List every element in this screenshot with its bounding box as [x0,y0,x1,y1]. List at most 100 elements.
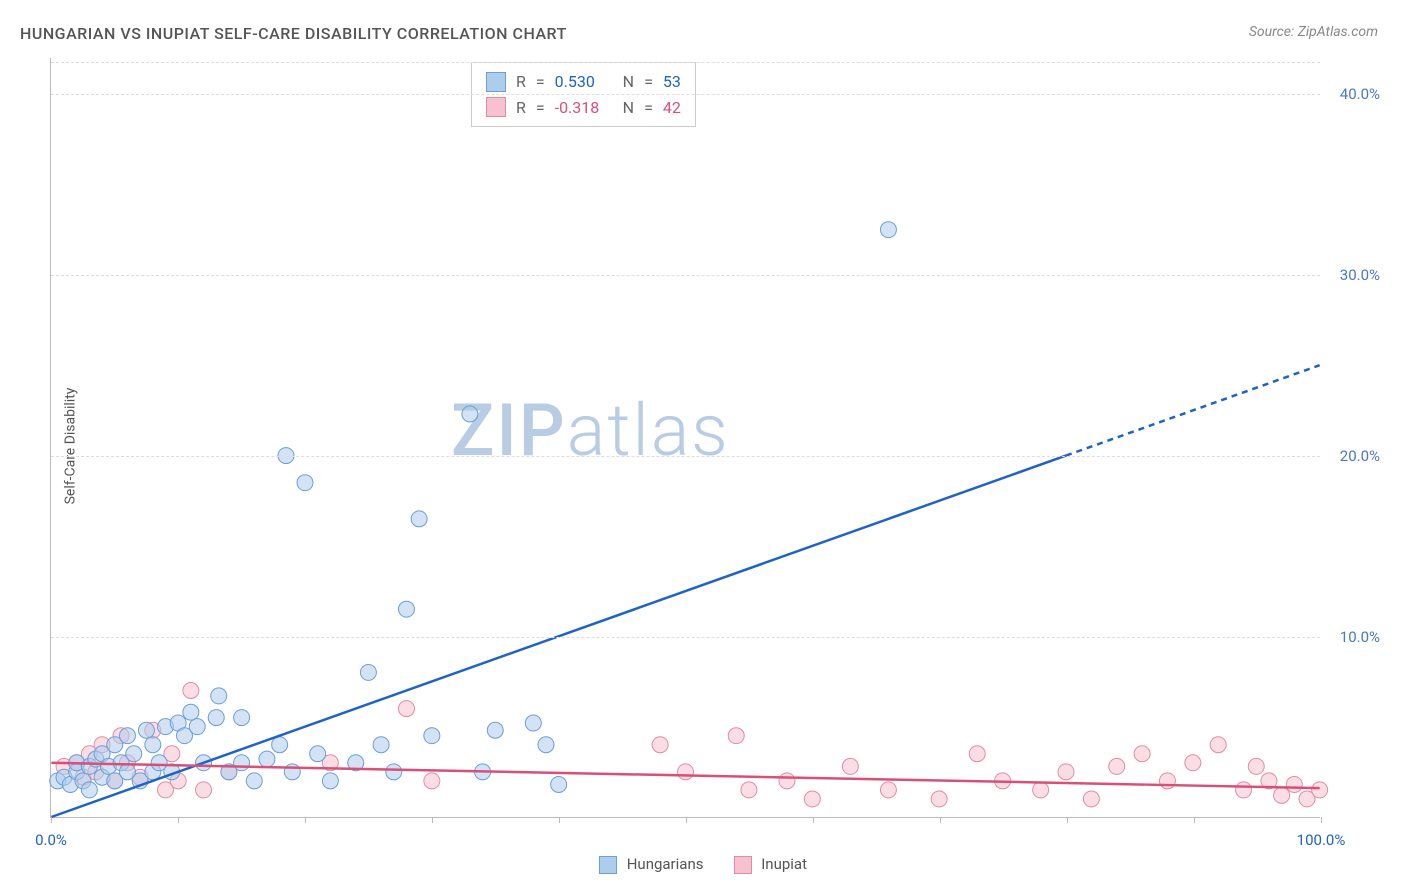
scatter-point [1185,755,1201,771]
y-tick-label: 10.0% [1340,628,1380,646]
scatter-point [538,737,554,753]
stats-n-value-1: 53 [663,69,681,95]
bottom-legend: Hungarians Inupiat [599,855,807,874]
scatter-point [208,710,224,726]
gridline [51,456,1320,457]
gridline [51,62,1320,63]
stats-eq-2a: = [536,95,545,121]
scatter-point [1109,758,1125,774]
scatter-point [842,758,858,774]
scatter-point [138,722,154,738]
scatter-point [373,737,389,753]
scatter-point [1134,746,1150,762]
scatter-point [386,764,402,780]
scatter-point [779,773,795,789]
stats-n-label-1: N [623,69,634,95]
scatter-point [652,737,668,753]
gridline [51,637,1320,638]
scatter-point [196,782,212,798]
stats-r-value-1: 0.530 [555,69,613,95]
stats-n-value-2: 42 [663,95,681,121]
y-tick-label: 30.0% [1340,266,1380,284]
y-tick-label: 20.0% [1340,447,1380,465]
scatter-point [424,728,440,744]
scatter-point [678,764,694,780]
gridline [51,94,1320,95]
chart-title: HUNGARIAN VS INUPIAT SELF-CARE DISABILIT… [20,24,567,43]
stats-swatch-series2 [486,97,506,117]
scatter-point [183,704,199,720]
scatter-point [259,751,275,767]
scatter-point [1286,776,1302,792]
stats-row-series1: R = 0.530 N = 53 [486,69,681,95]
gridline [51,275,1320,276]
scatter-point [310,746,326,762]
scatter-point [728,728,744,744]
plot-svg [51,58,1320,817]
scatter-point [880,782,896,798]
stats-eq-1b: = [644,69,653,95]
scatter-point [1210,737,1226,753]
scatter-point [525,715,541,731]
x-tick [1321,817,1322,823]
stats-n-label-2: N [623,95,634,121]
scatter-point [804,791,820,807]
scatter-point [234,755,250,771]
legend-label-series2: Inupiat [761,855,807,873]
legend-item-series1: Hungarians [599,855,704,874]
x-tick [559,817,560,823]
stats-r-label-1: R [516,69,526,95]
x-tick [432,817,433,823]
x-tick [51,817,52,823]
x-tick [1067,817,1068,823]
stats-eq-1a: = [536,69,545,95]
scatter-point [1058,764,1074,780]
stats-row-series2: R = -0.318 N = 42 [486,95,681,121]
scatter-point [211,688,227,704]
scatter-point [1274,787,1290,803]
scatter-point [145,737,161,753]
scatter-point [183,683,199,699]
scatter-point [741,782,757,798]
scatter-point [1033,782,1049,798]
scatter-point [360,664,376,680]
scatter-point [1312,782,1328,798]
legend-swatch-series1 [599,856,617,874]
scatter-point [398,601,414,617]
scatter-point [322,773,338,789]
scatter-point [189,719,205,735]
scatter-point [272,737,288,753]
scatter-point [284,764,300,780]
x-tick [178,817,179,823]
stats-r-label-2: R [516,95,526,121]
scatter-point [234,710,250,726]
x-tick-label-right: 100.0% [1297,831,1346,849]
scatter-point [297,475,313,491]
legend-item-series2: Inupiat [733,855,807,874]
stats-eq-2b: = [644,95,653,121]
scatter-point [411,511,427,527]
scatter-point [1159,773,1175,789]
scatter-point [551,776,567,792]
y-tick-label: 40.0% [1340,85,1380,103]
scatter-point [1248,758,1264,774]
scatter-point [931,791,947,807]
x-tick [305,817,306,823]
scatter-point [880,222,896,238]
scatter-point [487,722,503,738]
legend-swatch-series2 [733,856,751,874]
scatter-point [246,773,262,789]
scatter-point [119,728,135,744]
x-tick [940,817,941,823]
trend-line [1066,365,1320,455]
legend-label-series1: Hungarians [627,855,704,873]
scatter-point [126,746,142,762]
scatter-point [1083,791,1099,807]
stats-swatch-series1 [486,72,506,92]
scatter-point [462,406,478,422]
scatter-point [81,782,97,798]
x-tick [813,817,814,823]
stats-r-value-2: -0.318 [555,95,613,121]
x-tick [1194,817,1195,823]
plot-area: ZIPatlas R = 0.530 N = 53 R = -0.318 N =… [50,58,1320,818]
